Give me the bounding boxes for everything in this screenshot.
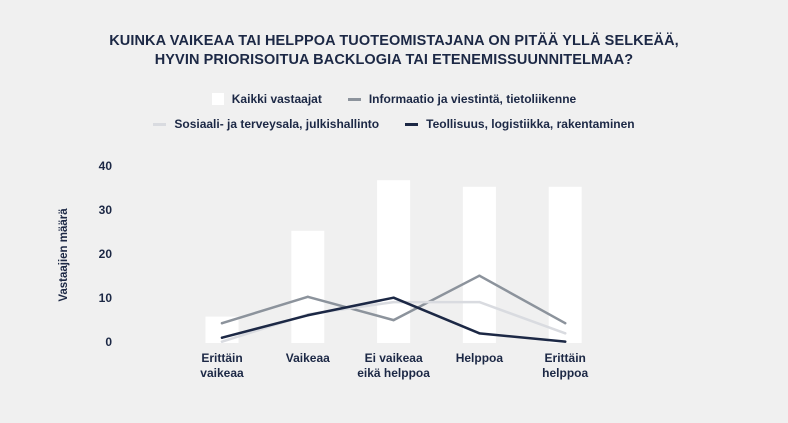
x-tick-label-2: Ei vaikeaa eikä helppoa <box>357 351 430 380</box>
x-tick-label-0: Erittäin vaikeaa <box>200 351 244 380</box>
series-point-2-4[interactable] <box>564 332 567 335</box>
legend-label-all: Kaikki vastaajat <box>231 92 322 106</box>
series-point-1-0[interactable] <box>220 322 224 325</box>
series-point-3-1[interactable] <box>306 314 309 317</box>
series-point-1-3[interactable] <box>478 274 481 277</box>
legend-label-industry: Teollisuus, logistiikka, rakentaminen <box>426 117 635 131</box>
series-point-1-1[interactable] <box>306 295 309 298</box>
legend-swatch-industry <box>405 122 419 126</box>
series-point-3-3[interactable] <box>478 332 481 335</box>
legend-item-social[interactable]: Sosiaali- ja terveysala, julkishallinto <box>153 117 379 131</box>
series-point-2-3[interactable] <box>478 300 481 304</box>
series-point-2-2[interactable] <box>392 300 395 304</box>
series-point-3-0[interactable] <box>220 336 224 339</box>
bar-0-4[interactable] <box>548 186 582 343</box>
bar-0-3[interactable] <box>462 186 496 343</box>
chart-title: KUINKA VAIKEAA TAI HELPPOA TUOTEOMISTAJA… <box>0 32 788 70</box>
series-point-1-2[interactable] <box>392 318 395 322</box>
bar-0-2[interactable] <box>377 180 411 343</box>
legend-row-1: Kaikki vastaajat Informaatio ja viestint… <box>0 92 788 106</box>
legend-row-2: Sosiaali- ja terveysala, julkishallinto … <box>0 117 788 131</box>
legend-label-info: Informaatio ja viestintä, tietoliikenne <box>368 92 577 106</box>
y-tick-label-30: 30 <box>98 203 112 217</box>
series-point-3-4[interactable] <box>564 340 567 343</box>
legend-swatch-info <box>347 97 361 101</box>
x-tick-label-4: Erittäin helppoa <box>542 351 589 380</box>
series-point-2-0[interactable] <box>220 340 224 343</box>
legend-item-all[interactable]: Kaikki vastaajat <box>211 92 322 106</box>
chart-title-line-2: HYVIN PRIORISOITUA BACKLOGIA TAI ETENEMI… <box>154 52 634 68</box>
legend-item-industry[interactable]: Teollisuus, logistiikka, rakentaminen <box>405 117 635 131</box>
x-tick-label-3: Helppoa <box>455 351 504 365</box>
y-tick-label-40: 40 <box>98 159 112 173</box>
series-point-1-4[interactable] <box>564 322 567 325</box>
chart-title-line-1: KUINKA VAIKEAA TAI HELPPOA TUOTEOMISTAJA… <box>109 33 679 49</box>
legend-swatch-social <box>153 122 167 126</box>
series-point-3-2[interactable] <box>392 296 395 299</box>
bar-0-1[interactable] <box>291 230 325 343</box>
x-tick-label-1: Vaikeaa <box>285 351 330 365</box>
y-tick-label-10: 10 <box>98 291 112 305</box>
legend-item-info[interactable]: Informaatio ja viestintä, tietoliikenne <box>347 92 577 106</box>
legend-swatch-all <box>211 93 224 105</box>
legend-label-social: Sosiaali- ja terveysala, julkishallinto <box>174 117 380 131</box>
y-tick-label-20: 20 <box>98 247 112 261</box>
y-tick-label-0: 0 <box>105 335 112 349</box>
